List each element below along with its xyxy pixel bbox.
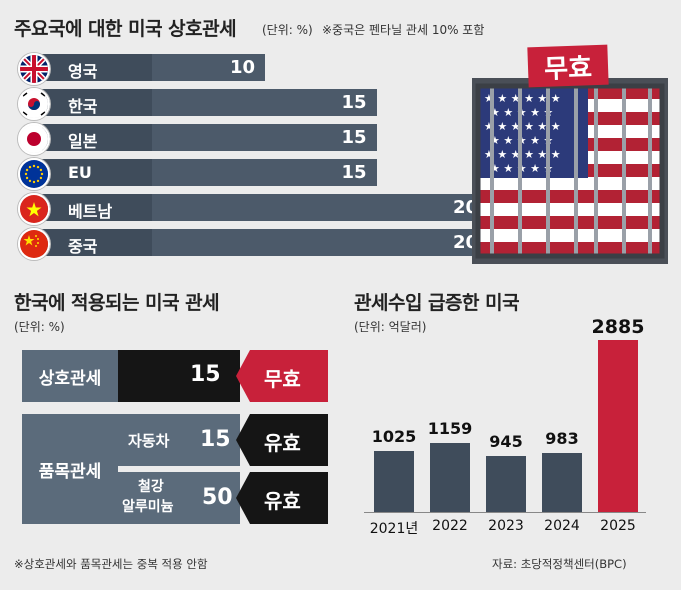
top-bar-label-eu: EU [68, 163, 92, 182]
revenue-bar-4 [598, 340, 638, 512]
auto-status: 유효 [264, 431, 301, 455]
top-bar-value-eu: 15 [341, 162, 367, 183]
korea-tariff-title: 한국에 적용되는 미국 관세 [14, 292, 220, 314]
top-bar-inner-cn [152, 229, 488, 256]
cn-flag-icon [18, 228, 50, 260]
revenue-year-label-0: 2021년 [369, 521, 419, 537]
top-bar-label-uk: 영국 [68, 62, 98, 81]
steel-row [118, 472, 240, 524]
korea-tariff-unit: (단위: %) [14, 320, 65, 334]
svg-text:★ ★ ★ ★ ★ ★: ★ ★ ★ ★ ★ ★ [484, 148, 561, 161]
steel-status-cell [236, 472, 328, 524]
top-chart-note: ※중국은 펜타닐 관세 10% 포함 [322, 23, 485, 37]
steel-value: 50 [202, 485, 233, 510]
top-bar-inner-eu [152, 159, 377, 186]
reciprocal-value: 15 [190, 362, 221, 387]
top-bar-value-kr: 15 [341, 92, 367, 113]
revenue-year-label-2: 2023 [488, 518, 524, 534]
revenue-bar-value-0: 1025 [371, 426, 417, 446]
item-tariff-label-cell: 품목관세 [22, 414, 118, 524]
top-chart-title: 주요국에 대한 미국 상호관세 [14, 18, 237, 40]
revenue-year-label-3: 2024 [544, 518, 580, 534]
invalid-stamp: 무효 [527, 44, 609, 88]
top-bar-value-vn: 20 [452, 197, 478, 218]
auto-value: 15 [200, 427, 231, 452]
steel-status: 유효 [264, 489, 301, 513]
top-bar-value-uk: 10 [229, 57, 255, 78]
item-tariff-label: 품목관세 [38, 461, 102, 482]
eu-flag-icon [18, 158, 50, 190]
revenue-bar-2 [486, 455, 526, 512]
revenue-title: 관세수입 급증한 미국 [354, 292, 520, 314]
revenue-unit: (단위: 억달러) [354, 320, 427, 334]
revenue-bar-value-2: 945 [489, 431, 523, 451]
revenue-year-label-4: 2025 [600, 518, 636, 534]
revenue-bar-3 [542, 453, 582, 512]
revenue-bar-1 [430, 442, 470, 512]
auto-status-cell [236, 414, 328, 466]
top-bar-inner-kr [152, 89, 377, 116]
revenue-bar-value-4: 2885 [591, 316, 645, 338]
top-bar-inner-vn [152, 194, 488, 221]
revenue-bar-0 [374, 450, 414, 512]
uk-flag-icon [18, 53, 50, 85]
steel-label-line2: 알루미늄 [122, 499, 174, 515]
reciprocal-value-cell [118, 350, 240, 402]
revenue-baseline [364, 512, 646, 513]
kr-flag-icon [18, 88, 50, 120]
top-bar-value-jp: 15 [341, 127, 367, 148]
reciprocal-status-cell [236, 350, 328, 402]
reciprocal-status: 무효 [264, 367, 301, 391]
revenue-year-label-1: 2022 [432, 518, 468, 534]
steel-label-line1: 철강 [138, 479, 164, 495]
auto-label: 자동차 [128, 432, 170, 450]
top-bar-inner-jp [152, 124, 377, 151]
reciprocal-label-cell: 상호관세 [22, 350, 118, 402]
top-bar-value-cn: 20 [452, 232, 478, 253]
vn-flag-icon [18, 193, 50, 225]
top-bar-label-kr: 한국 [68, 97, 98, 116]
top-bar-label-cn: 중국 [68, 237, 98, 256]
top-bar-label-jp: 일본 [68, 132, 98, 151]
middle-footnote: ※상호관세와 품목관세는 중복 적용 안함 [14, 557, 208, 571]
top-chart-unit: (단위: %) [262, 23, 313, 37]
revenue-source: 자료: 초당적정책센터(BPC) [492, 557, 627, 571]
container-illustration: ★ ★ ★ ★ ★ ★ ★ ★ ★ ★ ★ ★ ★ ★ ★ ★ ★ ★ ★ ★ … [472, 78, 668, 264]
revenue-bar-value-3: 983 [545, 429, 579, 449]
auto-row [118, 414, 240, 466]
top-bar-inner-uk [152, 54, 265, 81]
revenue-bar-value-1: 1159 [427, 418, 473, 438]
svg-text:★ ★ ★ ★ ★ ★: ★ ★ ★ ★ ★ ★ [484, 120, 561, 133]
jp-flag-icon [18, 123, 50, 155]
invalid-stamp-text: 무효 [543, 52, 593, 85]
svg-text:★ ★ ★ ★ ★ ★: ★ ★ ★ ★ ★ ★ [484, 92, 561, 105]
us-flag-container-image: ★ ★ ★ ★ ★ ★ ★ ★ ★ ★ ★ ★ ★ ★ ★ ★ ★ ★ ★ ★ … [472, 78, 668, 264]
top-bar-label-vn: 베트남 [68, 202, 113, 221]
reciprocal-label: 상호관세 [38, 368, 102, 389]
